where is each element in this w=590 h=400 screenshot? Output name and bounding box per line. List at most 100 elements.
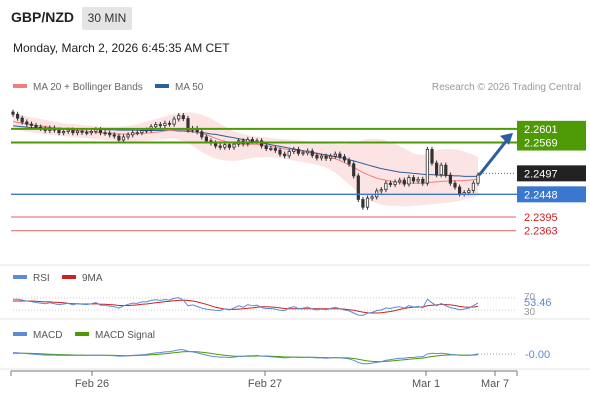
- rsi-line: [13, 297, 479, 316]
- target-price-label: 2.2569: [524, 138, 558, 150]
- candle-body: [467, 190, 471, 193]
- candle-body: [402, 179, 406, 185]
- candle-body: [342, 156, 347, 161]
- support-price-label: 2.2395: [524, 212, 558, 224]
- timeframe-button[interactable]: 30 MIN: [82, 7, 132, 30]
- x-tick-label: Feb 27: [248, 378, 282, 390]
- candle-body: [75, 130, 80, 134]
- candle-body: [29, 123, 34, 126]
- target-price-label: 2.2601: [524, 124, 558, 136]
- candle-body: [347, 159, 351, 165]
- candle-body: [250, 139, 254, 142]
- candle-body: [218, 145, 222, 148]
- candle-body: [457, 186, 462, 195]
- candle-body: [292, 148, 296, 152]
- candle-body: [223, 144, 227, 148]
- candle-body: [444, 164, 448, 176]
- legend-swatch: [155, 84, 169, 88]
- macd-legend-swatch: [75, 332, 89, 336]
- candle-body: [15, 113, 20, 119]
- candle-body: [200, 131, 204, 138]
- candle-body: [296, 148, 301, 154]
- macd-legend-label: MACD: [33, 330, 62, 341]
- candle-body: [319, 155, 324, 159]
- macd-legend-swatch: [13, 332, 27, 336]
- legend-swatch: [13, 84, 27, 88]
- candle-body: [476, 174, 480, 184]
- candle-body: [34, 125, 38, 128]
- candle-body: [333, 153, 337, 157]
- forecast-arrow-shaft: [478, 137, 510, 176]
- candle-body: [108, 132, 112, 136]
- candle-body: [181, 115, 185, 119]
- candle-body: [232, 143, 236, 148]
- last-price-box: [517, 165, 586, 182]
- candle-body: [126, 134, 130, 138]
- candle-body: [131, 132, 135, 136]
- candle-body: [324, 155, 328, 159]
- rsi-legend-swatch: [13, 275, 27, 279]
- candle-body: [398, 179, 402, 183]
- forecast-arrow-head: [500, 132, 513, 145]
- candle-body: [227, 144, 231, 148]
- candle-body: [121, 136, 126, 141]
- candle-body: [356, 175, 360, 200]
- credit-text: Research © 2026 Trading Central: [432, 82, 581, 93]
- x-tick-label: Feb 26: [75, 378, 109, 390]
- candle-body: [411, 177, 416, 182]
- candle-body: [287, 151, 291, 157]
- candle-body: [370, 196, 374, 199]
- candle-body: [25, 121, 29, 125]
- candle-body: [112, 134, 116, 137]
- candle-body: [117, 135, 121, 141]
- candle-body: [62, 130, 66, 134]
- candle-body: [471, 182, 476, 191]
- candle-body: [329, 155, 333, 159]
- x-tick-label: Mar 7: [481, 378, 509, 390]
- candle-body: [434, 162, 439, 176]
- rsi-tick-70: 70: [524, 292, 536, 303]
- candle-body: [154, 124, 158, 128]
- candle-body: [85, 131, 89, 134]
- candle-body: [80, 130, 84, 133]
- candle-body: [172, 118, 176, 125]
- candle-body: [306, 150, 310, 154]
- candle-body: [448, 174, 453, 184]
- candle-body: [98, 129, 103, 134]
- candle-body: [416, 178, 420, 182]
- rsi-ma-line: [13, 299, 479, 314]
- legend-label: MA 50: [175, 82, 204, 93]
- candle-body: [384, 182, 388, 190]
- candle-body: [94, 129, 98, 132]
- candle-body: [379, 189, 383, 192]
- pivot-price-label: 2.2448: [524, 189, 558, 201]
- pivot-label-box: [517, 186, 586, 203]
- last-price-label: 2.2497: [524, 168, 558, 180]
- candle-body: [315, 154, 319, 159]
- candle-body: [453, 182, 457, 188]
- candle-body: [439, 164, 443, 175]
- candle-body: [66, 129, 70, 132]
- bollinger-band: [13, 112, 478, 207]
- candle-body: [425, 148, 430, 184]
- pair-title: GBP/NZD: [11, 9, 74, 25]
- candle-body: [407, 177, 411, 185]
- macd-line: [12, 349, 479, 365]
- candle-body: [57, 129, 61, 134]
- rsi-tick-30: 30: [524, 307, 536, 318]
- target-label-box: [517, 120, 586, 137]
- candle-body: [140, 130, 144, 133]
- candle-body: [204, 136, 208, 142]
- candle-body: [144, 129, 149, 132]
- candle-body: [158, 124, 162, 126]
- macd-legend-label: MACD Signal: [95, 330, 155, 341]
- legend-label: MA 20 + Bollinger Bands: [33, 82, 143, 93]
- candle-body: [273, 148, 278, 151]
- candle-body: [269, 148, 273, 150]
- candle-body: [282, 153, 287, 157]
- candle-body: [20, 117, 24, 123]
- candle-body: [310, 150, 314, 156]
- candle-body: [89, 130, 93, 134]
- rsi-legend-swatch: [62, 275, 76, 279]
- candle-body: [388, 182, 393, 185]
